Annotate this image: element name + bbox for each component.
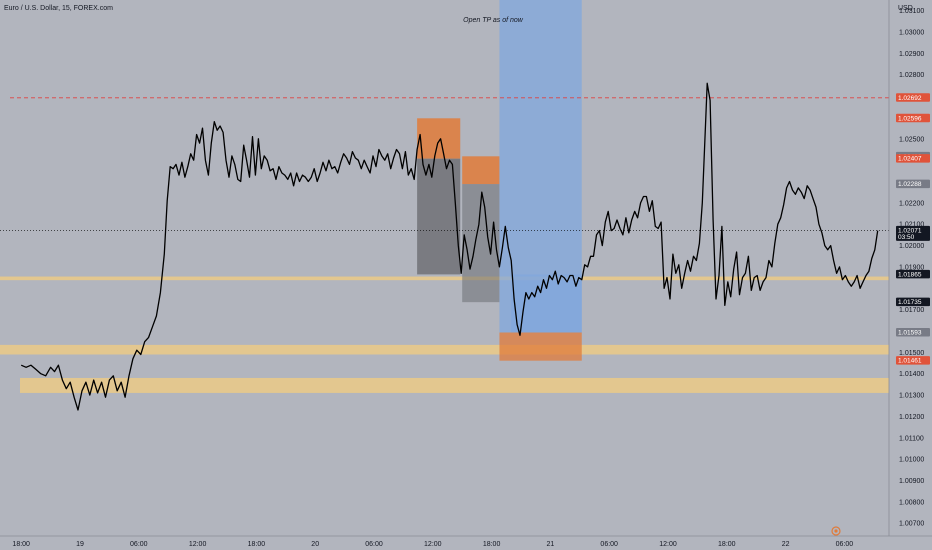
price-badge-label: 1.01461 bbox=[898, 358, 922, 365]
y-tick-label: 1.00700 bbox=[899, 521, 924, 528]
price-badge-label: 1.02407 bbox=[898, 156, 922, 163]
y-tick-label: 1.01500 bbox=[899, 350, 924, 357]
y-tick-label: 1.03000 bbox=[899, 30, 924, 37]
price-badge bbox=[896, 269, 930, 279]
price-badge-label: 1.01735 bbox=[898, 299, 922, 306]
x-tick-label: 06:00 bbox=[365, 541, 383, 548]
price-badge bbox=[896, 113, 930, 123]
x-tick-label: 20 bbox=[311, 541, 319, 548]
price-badge bbox=[896, 93, 930, 102]
x-tick-label: 12:00 bbox=[659, 541, 677, 548]
position-box bbox=[462, 156, 500, 185]
y-tick-label: 1.01200 bbox=[899, 414, 924, 421]
price-badge-label: 1.01593 bbox=[898, 329, 922, 336]
symbol-title: Euro / U.S. Dollar, 15, FOREX.com bbox=[4, 5, 113, 12]
x-tick-label: 18:00 bbox=[483, 541, 501, 548]
price-badge-label: 1.01865 bbox=[898, 271, 922, 278]
price-badge bbox=[896, 297, 930, 307]
position-box bbox=[499, 332, 582, 361]
x-tick-label: 19 bbox=[76, 541, 84, 548]
support-zone bbox=[0, 276, 889, 281]
y-tick-label: 1.02200 bbox=[899, 200, 924, 207]
time-axis[interactable]: 18:00 19 06:00 12:00 18:00 20 06:00 12:00 18:00 2… bbox=[0, 535, 932, 548]
x-tick-label: 22 bbox=[782, 541, 790, 548]
y-tick-label: 1.01700 bbox=[899, 307, 924, 314]
price-badge-label: 1.02288 bbox=[898, 181, 922, 188]
y-tick-label: 1.03100 bbox=[899, 8, 924, 15]
x-tick-label: 21 bbox=[547, 541, 555, 548]
support-zone bbox=[20, 377, 889, 393]
price-badge bbox=[896, 225, 930, 241]
x-tick-label: 18:00 bbox=[248, 541, 266, 548]
price-badge-label: 1.02596 bbox=[898, 115, 922, 122]
x-tick-label: 18:00 bbox=[718, 541, 736, 548]
y-tick-label: 1.01000 bbox=[899, 457, 924, 464]
price-badge-label: 1.02071 bbox=[898, 227, 922, 234]
x-tick-label: 12:00 bbox=[424, 541, 442, 548]
y-tick-label: 1.01300 bbox=[899, 393, 924, 400]
x-tick-label: 12:00 bbox=[189, 541, 207, 548]
x-tick-label: 06:00 bbox=[130, 541, 148, 548]
y-tick-label: 1.01900 bbox=[899, 264, 924, 271]
price-line bbox=[20, 82, 879, 411]
y-tick-label: 1.02100 bbox=[899, 222, 924, 229]
y-tick-label: 1.01100 bbox=[899, 435, 924, 442]
y-tick-label: 1.00900 bbox=[899, 478, 924, 485]
support-zone bbox=[0, 344, 889, 355]
y-tick-label: 1.02500 bbox=[899, 136, 924, 143]
currency-label: USD bbox=[898, 5, 913, 12]
zones-layer bbox=[0, 0, 889, 393]
y-tick-label: 1.00800 bbox=[899, 499, 924, 506]
price-axis[interactable]: 1.03100 1.03000 1.02900 1.02800 1.02500 1.021… bbox=[888, 0, 930, 536]
y-tick-label: 1.02900 bbox=[899, 51, 924, 58]
price-badge bbox=[896, 154, 930, 163]
x-tick-label: 06:00 bbox=[836, 541, 854, 548]
price-badge bbox=[896, 179, 930, 189]
y-tick-label: 1.02000 bbox=[899, 243, 924, 250]
x-tick-label: 18:00 bbox=[12, 541, 30, 548]
position-box bbox=[417, 118, 461, 159]
y-tick-label: 1.02800 bbox=[899, 72, 924, 79]
settings-gear-icon[interactable] bbox=[831, 526, 841, 536]
price-line-layer bbox=[20, 82, 879, 411]
position-box bbox=[511, 274, 582, 333]
x-tick-label: 06:00 bbox=[600, 541, 618, 548]
annotation-open-tp: Open TP as of now bbox=[463, 17, 524, 24]
y-tick-label: 1.01400 bbox=[899, 371, 924, 378]
levels-layer bbox=[0, 97, 889, 231]
price-badge bbox=[896, 327, 930, 337]
countdown-label: 03:50 bbox=[898, 234, 915, 241]
price-badge-label: 1.02692 bbox=[898, 95, 922, 102]
price-badge bbox=[896, 356, 930, 365]
